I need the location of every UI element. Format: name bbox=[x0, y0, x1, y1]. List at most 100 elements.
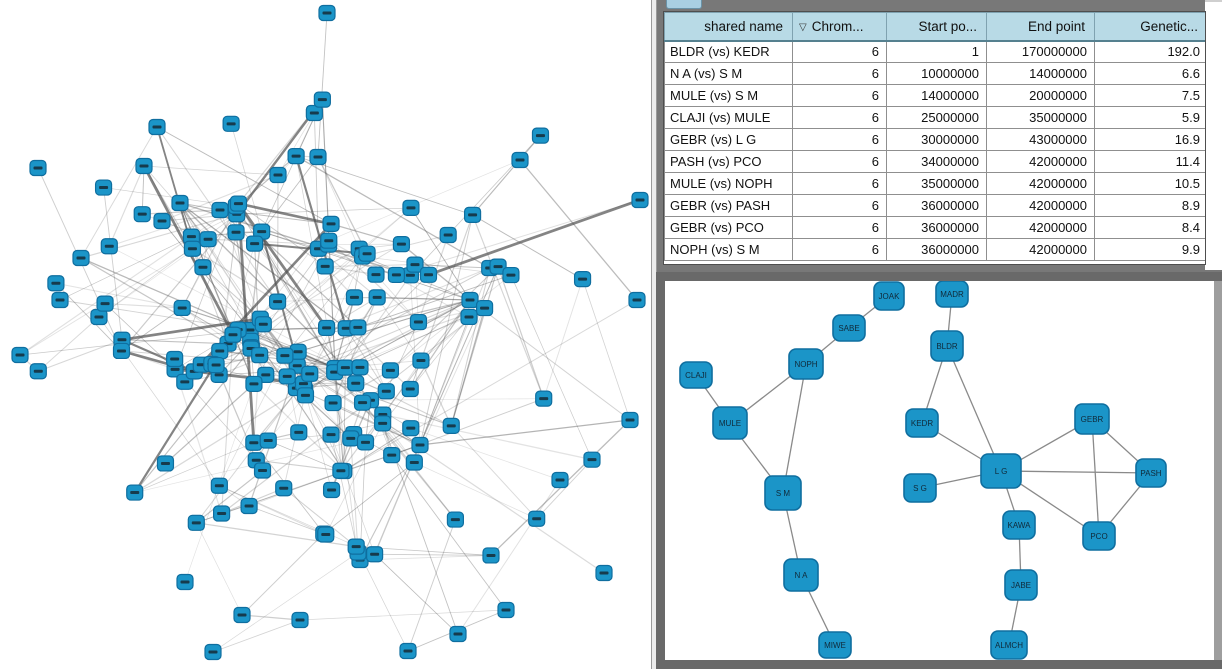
table-cell[interactable]: 25000000 bbox=[886, 106, 987, 129]
graph-node[interactable] bbox=[489, 258, 507, 275]
graph-edge-BLDR-L G[interactable] bbox=[946, 345, 1002, 472]
table-cell[interactable]: 14000000 bbox=[986, 62, 1095, 85]
table-cell[interactable]: 36000000 bbox=[886, 194, 987, 217]
graph-node[interactable] bbox=[268, 293, 287, 310]
graph-node-S M[interactable]: S M bbox=[764, 475, 802, 511]
graph-node[interactable] bbox=[148, 118, 166, 136]
graph-node[interactable] bbox=[446, 511, 465, 528]
graph-node[interactable] bbox=[309, 148, 327, 166]
graph-node-CLAJI[interactable]: CLAJI bbox=[679, 361, 713, 389]
graph-node-PASH[interactable]: PASH bbox=[1135, 458, 1167, 488]
table-cell[interactable]: 42000000 bbox=[986, 172, 1095, 195]
column-header-start-po-[interactable]: Start po... bbox=[886, 12, 987, 42]
graph-node[interactable] bbox=[412, 352, 430, 369]
graph-node[interactable] bbox=[182, 228, 201, 245]
table-cell[interactable]: BLDR (vs) KEDR bbox=[664, 40, 793, 63]
graph-node[interactable] bbox=[392, 235, 411, 253]
graph-node[interactable] bbox=[222, 115, 240, 132]
table-row[interactable]: GEBR (vs) PASH 6 36000000 42000000 8.9 bbox=[664, 194, 1205, 217]
graph-edge-NOPH-S M[interactable] bbox=[782, 363, 807, 494]
graph-node[interactable] bbox=[401, 380, 419, 398]
table-cell[interactable]: 7.5 bbox=[1094, 84, 1205, 107]
table-cell[interactable]: 170000000 bbox=[986, 40, 1095, 63]
graph-node[interactable] bbox=[287, 148, 305, 165]
graph-node[interactable] bbox=[183, 240, 202, 257]
graph-node[interactable] bbox=[402, 420, 420, 437]
graph-node[interactable] bbox=[29, 363, 47, 380]
graph-node[interactable] bbox=[211, 342, 229, 360]
table-cell[interactable]: 42000000 bbox=[986, 238, 1095, 261]
table-cell[interactable]: 43000000 bbox=[986, 128, 1095, 151]
graph-node[interactable] bbox=[381, 362, 400, 379]
graph-node[interactable] bbox=[207, 356, 225, 374]
graph-node[interactable] bbox=[332, 462, 350, 479]
graph-node[interactable] bbox=[406, 256, 424, 273]
graph-node-SABE[interactable]: SABE bbox=[832, 314, 866, 342]
graph-edge-GEBR-PCO[interactable] bbox=[1091, 418, 1100, 537]
graph-node-S G[interactable]: S G bbox=[903, 473, 937, 503]
table-cell[interactable]: 42000000 bbox=[986, 216, 1095, 239]
graph-node[interactable] bbox=[322, 426, 340, 443]
graph-node[interactable] bbox=[94, 179, 113, 196]
table-cell[interactable]: 36000000 bbox=[886, 238, 987, 261]
table-row[interactable]: N A (vs) S M 6 10000000 14000000 6.6 bbox=[664, 62, 1205, 85]
table-cell[interactable]: 6.6 bbox=[1094, 62, 1205, 85]
network-view-main[interactable] bbox=[0, 0, 651, 669]
table-cell[interactable]: 6 bbox=[792, 150, 887, 173]
graph-node[interactable] bbox=[246, 235, 264, 252]
graph-node[interactable] bbox=[356, 434, 375, 451]
table-row[interactable]: GEBR (vs) PCO 6 36000000 42000000 8.4 bbox=[664, 216, 1205, 239]
graph-node[interactable] bbox=[442, 417, 460, 434]
graph-edge-L G-PASH[interactable] bbox=[1000, 470, 1152, 474]
table-cell[interactable]: 1 bbox=[886, 40, 987, 63]
graph-node-L G[interactable]: L G bbox=[980, 453, 1022, 489]
graph-node[interactable] bbox=[156, 455, 175, 472]
graph-node[interactable] bbox=[194, 259, 212, 276]
graph-node[interactable] bbox=[204, 643, 222, 661]
graph-node[interactable] bbox=[531, 127, 550, 144]
graph-node[interactable] bbox=[305, 104, 323, 122]
graph-node[interactable] bbox=[631, 191, 649, 209]
graph-node[interactable] bbox=[126, 484, 144, 501]
graph-node[interactable] bbox=[213, 505, 231, 522]
graph-node[interactable] bbox=[199, 231, 217, 248]
column-header-end-point[interactable]: End point bbox=[986, 12, 1095, 42]
table-cell[interactable]: 36000000 bbox=[886, 216, 987, 239]
graph-node[interactable] bbox=[366, 546, 384, 563]
graph-node-MULE[interactable]: MULE bbox=[712, 406, 748, 440]
graph-node[interactable] bbox=[90, 308, 108, 326]
graph-node[interactable] bbox=[368, 289, 386, 306]
graph-node[interactable] bbox=[210, 477, 228, 494]
table-cell[interactable]: 16.9 bbox=[1094, 128, 1205, 151]
graph-node[interactable] bbox=[317, 526, 335, 543]
graph-node[interactable] bbox=[187, 514, 205, 531]
table-cell[interactable]: CLAJI (vs) MULE bbox=[664, 106, 793, 129]
table-cell[interactable]: 10.5 bbox=[1094, 172, 1205, 195]
table-row[interactable]: GEBR (vs) L G 6 30000000 43000000 16.9 bbox=[664, 128, 1205, 151]
graph-node-N A[interactable]: N A bbox=[783, 558, 819, 592]
filter-icon[interactable]: ▽ bbox=[799, 21, 807, 33]
graph-node[interactable] bbox=[96, 295, 114, 312]
graph-node[interactable] bbox=[621, 411, 639, 429]
graph-node-JABE[interactable]: JABE bbox=[1004, 569, 1038, 601]
graph-node[interactable] bbox=[399, 642, 417, 660]
table-cell[interactable]: 6 bbox=[792, 40, 887, 63]
table-row[interactable]: BLDR (vs) KEDR 6 1 170000000 192.0 bbox=[664, 40, 1205, 63]
table-cell[interactable]: 42000000 bbox=[986, 194, 1095, 217]
graph-node[interactable] bbox=[233, 606, 251, 624]
table-cell[interactable]: GEBR (vs) PASH bbox=[664, 194, 793, 217]
table-cell[interactable]: 9.9 bbox=[1094, 238, 1205, 261]
graph-node[interactable] bbox=[296, 387, 315, 404]
graph-node[interactable] bbox=[409, 313, 428, 331]
graph-node[interactable] bbox=[583, 451, 601, 468]
graph-node[interactable] bbox=[316, 258, 334, 275]
graph-node[interactable] bbox=[502, 266, 520, 284]
graph-node[interactable] bbox=[135, 157, 153, 175]
table-cell[interactable]: NOPH (vs) S M bbox=[664, 238, 793, 261]
graph-node[interactable] bbox=[253, 462, 272, 479]
graph-node[interactable] bbox=[171, 194, 189, 212]
graph-node[interactable] bbox=[245, 434, 263, 451]
table-cell[interactable]: 6 bbox=[792, 62, 887, 85]
graph-node[interactable] bbox=[322, 215, 340, 232]
graph-node[interactable] bbox=[318, 319, 336, 337]
